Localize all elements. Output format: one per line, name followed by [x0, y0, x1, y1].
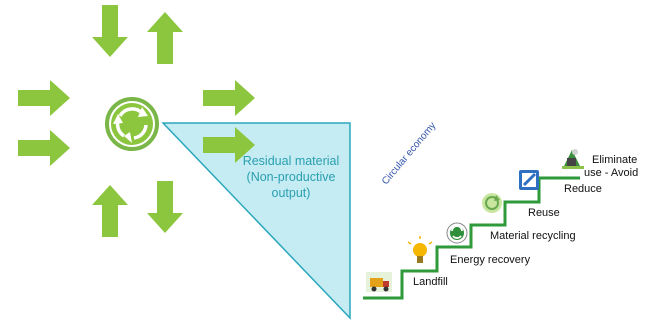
step-label-eliminate: Eliminate: [592, 154, 638, 166]
step-label-avoid: use - Avoid: [584, 167, 639, 179]
step-label-reduce: Reduce: [564, 183, 602, 195]
arrow-right-left-lower: [18, 130, 70, 166]
residual-label: Residual material (Non-productive output…: [232, 153, 350, 201]
step-label-energy-recovery: Energy recovery: [450, 254, 531, 266]
arrow-down-bottom-right: [147, 181, 183, 233]
eliminate-icon: [562, 149, 584, 169]
reuse-icon: [482, 193, 502, 213]
residual-label-line3: output): [271, 186, 311, 200]
residual-triangle: [161, 122, 351, 320]
residual-label-line2: (Non-productive: [246, 170, 336, 184]
truck-icon: [366, 272, 392, 292]
staircase-line: [363, 176, 580, 300]
residual-label-line1: Residual material: [242, 154, 340, 168]
step-label-material-recycling: Material recycling: [490, 230, 576, 242]
lightbulb-icon: [407, 236, 433, 263]
arrow-down-top-left: [92, 5, 128, 57]
arrow-up-top-right: [147, 12, 183, 64]
step-label-landfill: Landfill: [413, 276, 448, 288]
recycle-icon: [446, 222, 468, 244]
step-label-reuse: Reuse: [528, 207, 560, 219]
recycle-circle-icon: [105, 97, 159, 151]
arrow-right-left-upper: [18, 80, 70, 116]
arrow-up-bottom-left: [92, 185, 128, 237]
arrow-right-output-upper: [203, 80, 255, 116]
reduce-icon: [519, 170, 539, 190]
